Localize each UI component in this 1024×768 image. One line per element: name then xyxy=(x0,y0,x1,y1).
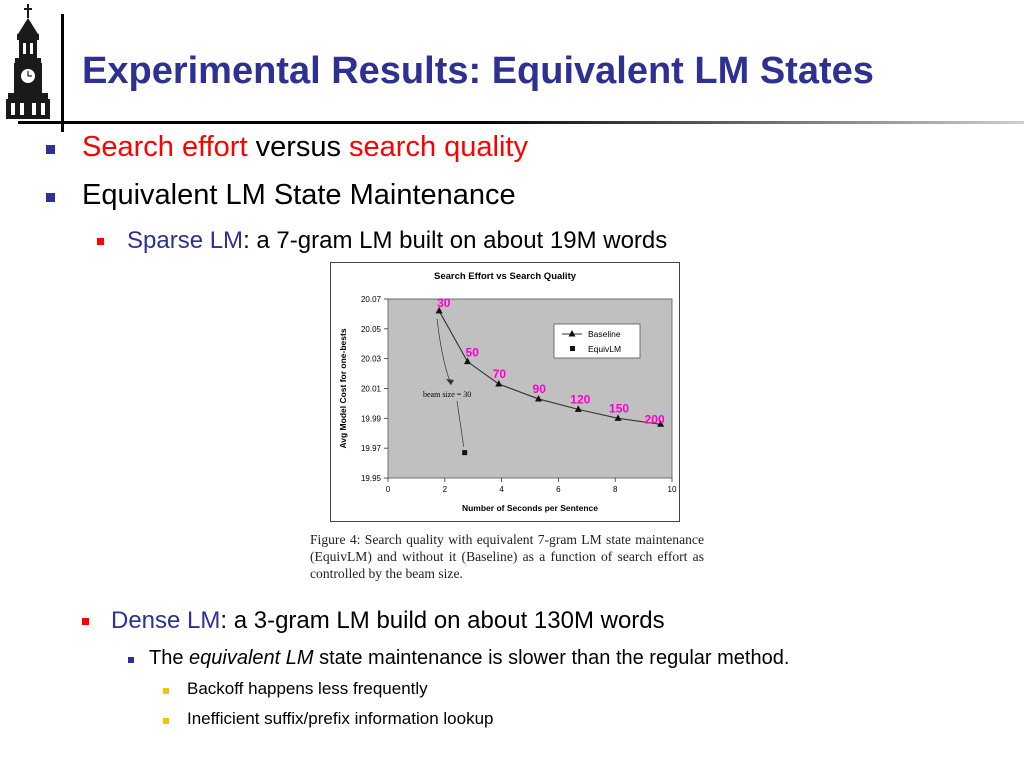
slower-text: state maintenance is slower than the reg… xyxy=(313,647,790,669)
search-quality-text: search quality xyxy=(349,131,528,163)
beam-size-label: 70 xyxy=(493,367,507,381)
baseline-point xyxy=(435,306,443,314)
beam-size-label: 150 xyxy=(609,401,629,415)
x-tick-label: 0 xyxy=(386,485,391,494)
y-tick-label: 20.05 xyxy=(361,325,382,334)
dense-lm-desc: : a 3-gram LM build on about 130M words xyxy=(220,607,665,634)
plot-area xyxy=(387,298,673,479)
y-tick-label: 19.95 xyxy=(361,474,382,483)
bullet-marker xyxy=(163,718,169,724)
beam-size-label: 120 xyxy=(570,392,590,406)
bullet-marker xyxy=(97,238,104,245)
baseline-point xyxy=(495,380,503,387)
sparse-lm-text: Sparse LM xyxy=(127,227,244,254)
baseline-point xyxy=(464,357,472,365)
bullet-marker xyxy=(46,193,55,202)
annotation-arrow-down xyxy=(456,400,465,447)
figure-panel: Search Effort vs Search Quality 19.95 19.9… xyxy=(330,262,680,522)
sparse-lm-desc: : a 7-gram LM built on about 19M words xyxy=(243,227,668,254)
bullet-lookup: Inefficient suffix/prefix information lo… xyxy=(187,709,494,728)
search-effort-text: Search effort xyxy=(82,131,248,163)
the-text: The xyxy=(149,647,190,669)
baseline-point xyxy=(574,405,582,412)
beam-size-annotation: beam size = 30 xyxy=(423,390,471,399)
y-axis-label: Avg Model Cost for one-bests xyxy=(338,328,348,448)
title-horizontal-rule xyxy=(18,121,1024,124)
bullet-marker xyxy=(128,657,134,663)
equivalent-lm-italic: equivalent LM xyxy=(189,647,314,669)
x-tick-label: 4 xyxy=(499,485,504,494)
bullet-slower: The equivalent LM state maintenance is s… xyxy=(149,647,789,670)
clock-tower-logo xyxy=(6,4,50,119)
y-tick-label: 19.97 xyxy=(361,444,382,453)
legend-baseline-label: Baseline xyxy=(588,329,621,339)
bullet-marker xyxy=(82,618,89,625)
baseline-point xyxy=(614,414,622,421)
y-tick-label: 20.01 xyxy=(361,385,382,394)
chart-title: Search Effort vs Search Quality xyxy=(434,271,577,282)
beam-size-label: 30 xyxy=(437,296,451,310)
legend-baseline-marker xyxy=(568,330,576,337)
figure-caption: Figure 4: Search quality with equivalent… xyxy=(310,532,704,581)
title-vertical-rule xyxy=(61,14,64,132)
search-effort-chart: Search Effort vs Search Quality 19.95 19.9… xyxy=(338,271,677,513)
annotation-arrowhead xyxy=(446,379,454,385)
equivlm-point xyxy=(462,450,468,456)
baseline-point xyxy=(657,420,665,427)
y-tick-label: 19.99 xyxy=(361,414,382,423)
y-tick-label: 20.07 xyxy=(361,295,382,304)
beam-size-label: 50 xyxy=(466,346,480,360)
bullet-marker xyxy=(163,688,169,694)
bullet-equivalent-lm: Equivalent LM State Maintenance xyxy=(82,179,516,211)
x-tick-label: 8 xyxy=(613,485,618,494)
legend-equivlm-label: EquivLM xyxy=(588,344,621,354)
beam-size-label: 90 xyxy=(533,382,547,396)
legend-equivlm-marker xyxy=(570,346,575,351)
bullet-dense-lm: Dense LM: a 3-gram LM build on about 130… xyxy=(111,607,665,635)
bullet-search-effort: Search effort versus search quality xyxy=(82,131,528,164)
y-tick-label: 20.03 xyxy=(361,355,382,364)
x-axis-label: Number of Seconds per Sentence xyxy=(462,503,598,513)
x-tick-label: 6 xyxy=(556,485,561,494)
versus-text: versus xyxy=(247,131,350,163)
bullet-marker xyxy=(46,145,55,154)
beam-size-label: 200 xyxy=(645,412,665,426)
x-tick-label: 10 xyxy=(668,485,677,494)
dense-lm-text: Dense LM xyxy=(111,607,221,634)
slide-title: Experimental Results: Equivalent LM Stat… xyxy=(82,50,874,92)
bullet-sparse-lm: Sparse LM: a 7-gram LM built on about 19… xyxy=(127,227,667,255)
x-tick-label: 2 xyxy=(443,485,448,494)
baseline-point xyxy=(535,394,543,402)
bullet-backoff: Backoff happens less frequently xyxy=(187,679,428,698)
legend-box xyxy=(553,323,641,359)
